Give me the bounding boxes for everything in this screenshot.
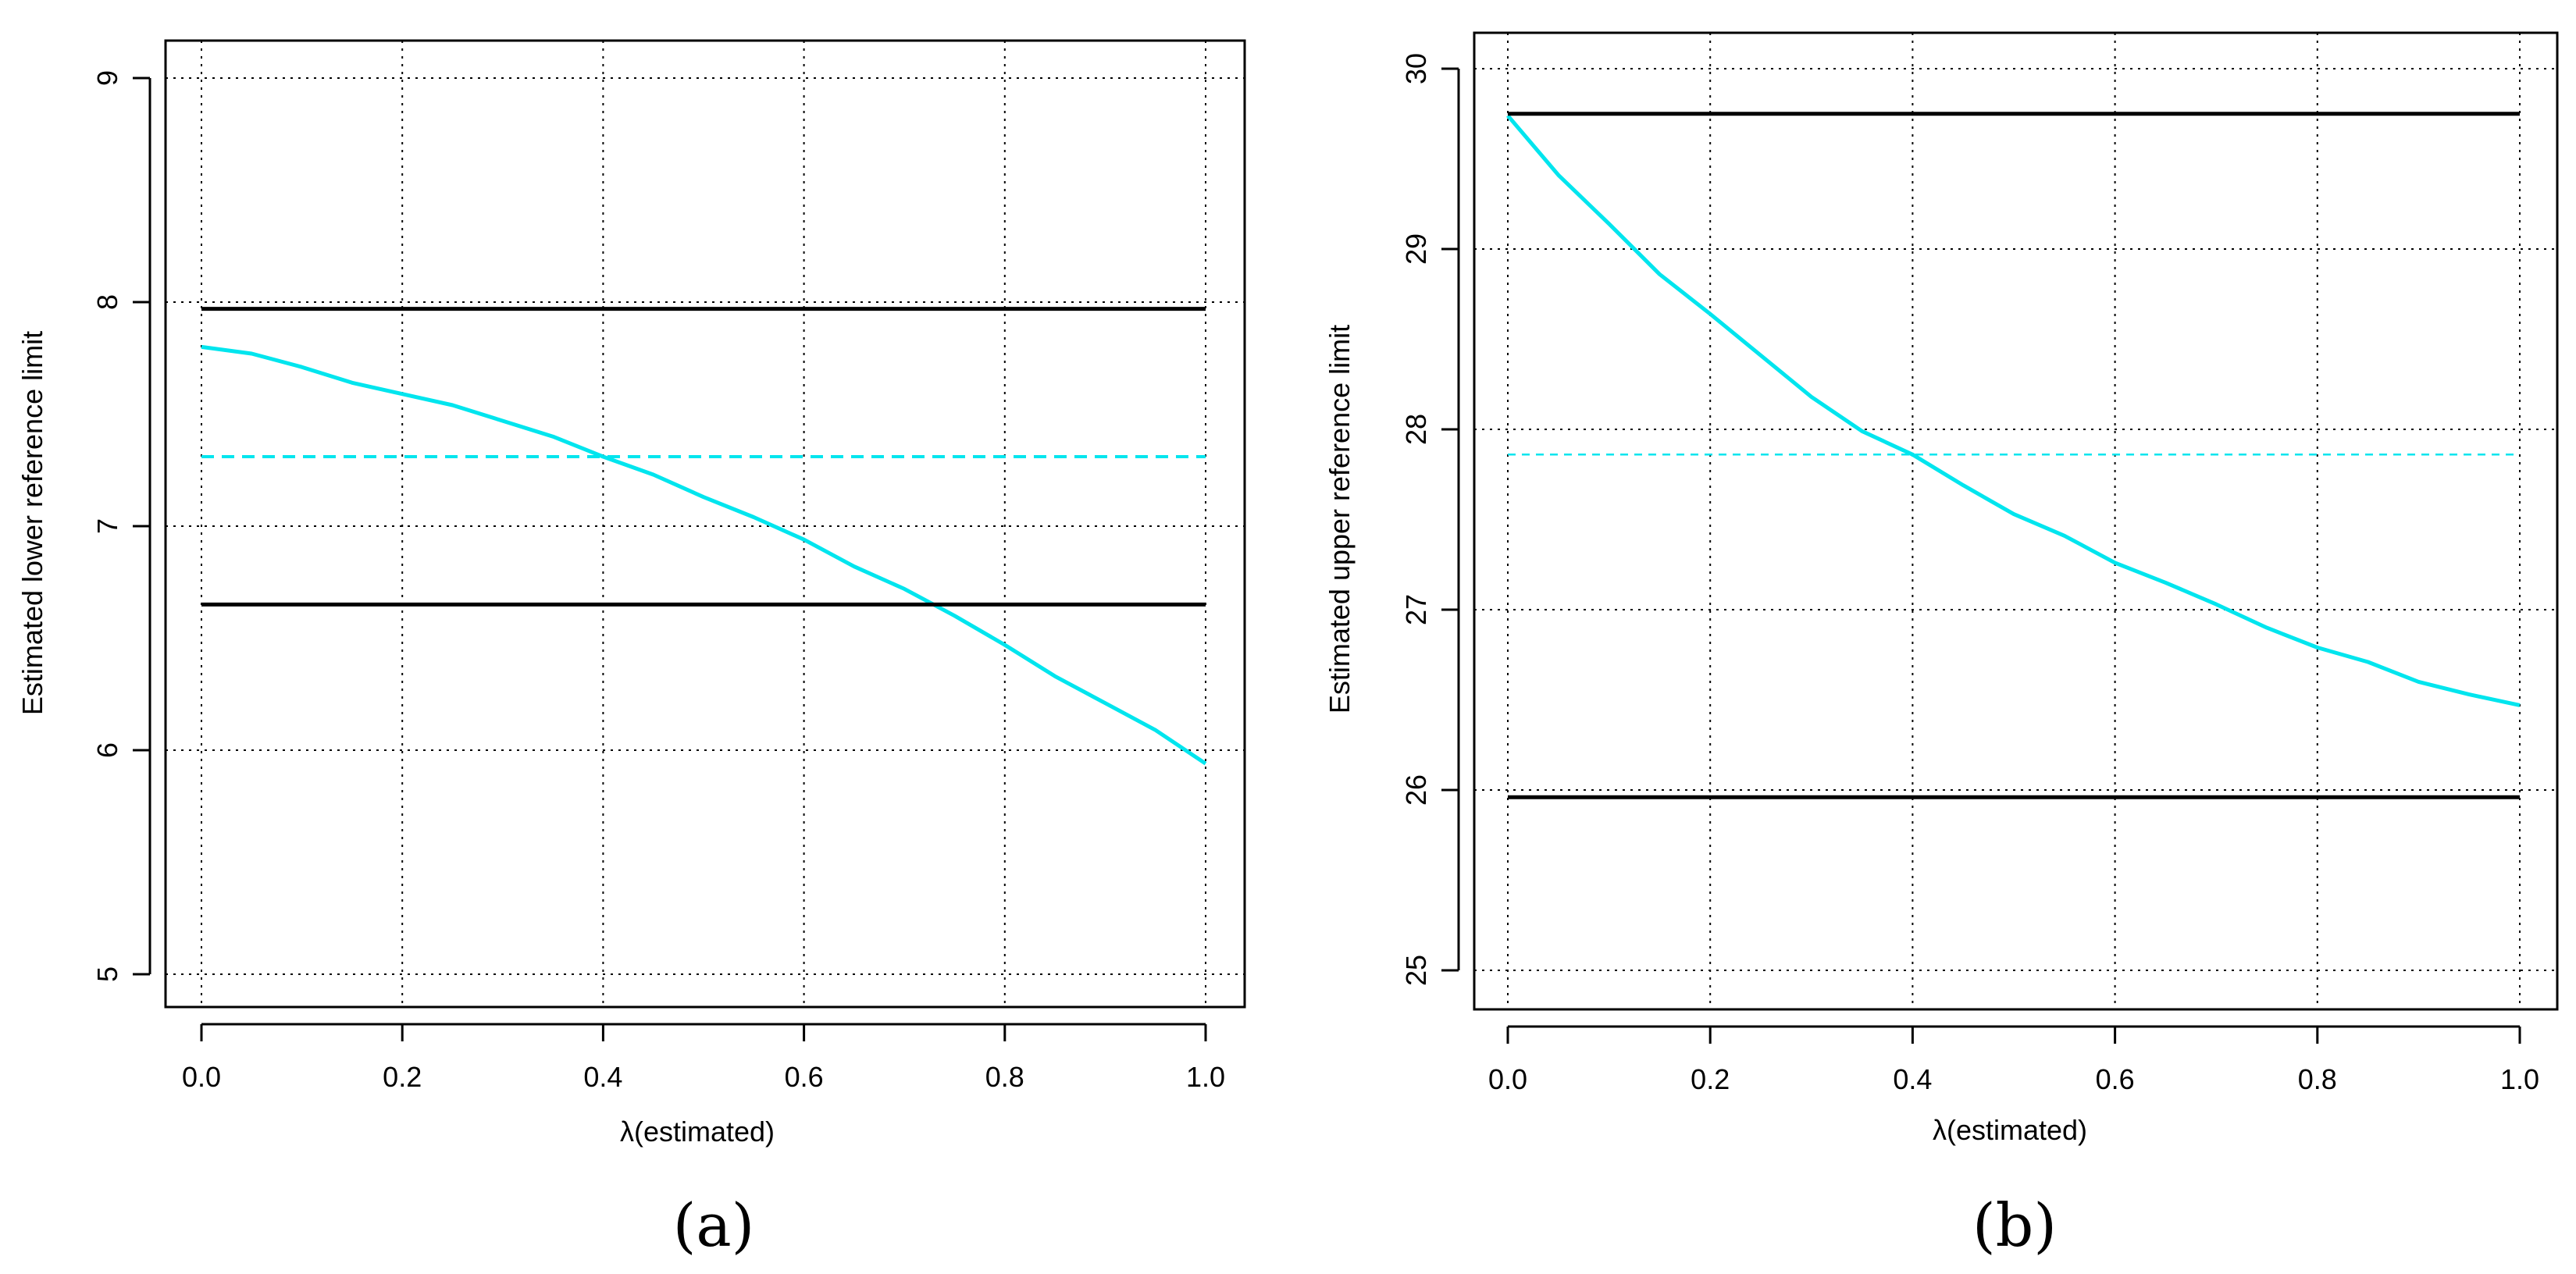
panel-b-y-tick-label: 30 (1400, 53, 1432, 84)
panel-a-y-tick-label: 5 (91, 966, 123, 982)
panel-a-x-tick-label: 0.4 (583, 1061, 622, 1093)
panel-a-y-axis-label: Estimated lower reference limit (16, 331, 48, 715)
panel-a-grid (166, 41, 1245, 1007)
panel-a-x-tick-label: 0.2 (383, 1061, 422, 1093)
panel-b-y-axis-label: Estimated upper reference limit (1324, 325, 1356, 714)
panel-b-grid (1474, 33, 2557, 1009)
panel-b-series-estimated-limit (1506, 114, 2521, 707)
panel-a-x-axis-label: λ(estimated) (620, 1116, 775, 1148)
panel-b-x-tick-label: 0.0 (1488, 1063, 1527, 1095)
panel-b-y-tick-label: 28 (1400, 414, 1432, 445)
panel-b-y-tick-label: 29 (1400, 233, 1432, 265)
panel-b-x-tick-label: 1.0 (2500, 1063, 2539, 1095)
panel-b-plot-frame (1473, 31, 2559, 1011)
panel-a-plot-frame (164, 39, 1246, 1009)
panel-b-x-tick-label: 0.4 (1893, 1063, 1932, 1095)
panel-b-x-tick-label: 0.2 (1691, 1063, 1730, 1095)
panel-a-x-tick-label: 0.6 (785, 1061, 824, 1093)
panel-a-chart: 0.0 0.2 0.4 0.6 0.8 1.0 5 6 7 8 9 λ(estimated) Est… (16, 39, 1246, 1260)
panel-a-x-tick-label: 0.0 (182, 1061, 221, 1093)
panel-b-x-tick-label: 0.6 (2096, 1063, 2135, 1095)
panel-a-x-tick-label: 1.0 (1186, 1061, 1225, 1093)
panel-b-y-tick-label: 26 (1400, 774, 1432, 806)
panel-b-chart: 0.0 0.2 0.4 0.6 0.8 1.0 25 26 27 28 29 30 λ(estimat… (1324, 31, 2559, 1260)
panel-a-axes: 0.0 0.2 0.4 0.6 0.8 1.0 5 6 7 8 9 (91, 70, 1225, 1093)
panel-b-y-tick-label: 27 (1400, 594, 1432, 625)
panel-b-x-axis-label: λ(estimated) (1933, 1114, 2087, 1146)
panel-a-label: (a) (673, 1190, 755, 1260)
panel-a-series (201, 307, 1207, 766)
panel-a-y-tick-label: 7 (91, 518, 123, 534)
panel-b-series (1506, 112, 2521, 799)
panel-b-y-tick-label: 25 (1400, 955, 1432, 986)
panel-a-x-tick-label: 0.8 (985, 1061, 1024, 1093)
panel-a-y-tick-label: 8 (91, 294, 123, 310)
panel-b-label: (b) (1972, 1190, 2057, 1260)
panel-b-axes: 0.0 0.2 0.4 0.6 0.8 1.0 25 26 27 28 29 30 (1400, 53, 2539, 1095)
panel-a-y-tick-label: 6 (91, 742, 123, 758)
panel-a-y-tick-label: 9 (91, 70, 123, 86)
panel-b-x-tick-label: 0.8 (2298, 1063, 2337, 1095)
panel-a-series-estimated-limit (201, 344, 1207, 766)
